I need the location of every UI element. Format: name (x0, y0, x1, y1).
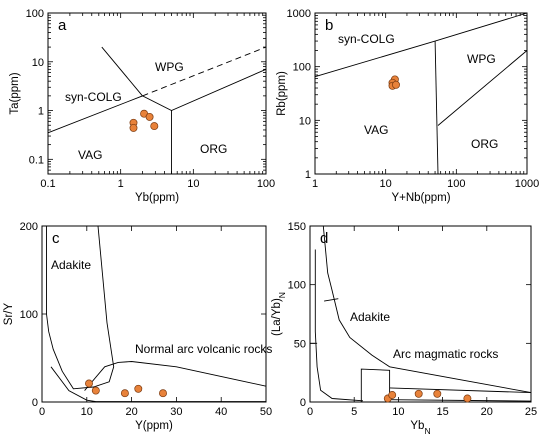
x-tick-label: 1 (118, 178, 124, 190)
adakite-leader (324, 298, 339, 302)
x-tick-label: 0.1 (40, 178, 55, 190)
sample-point (145, 112, 154, 121)
x-axis-title: Yb(ppm) (135, 192, 179, 204)
y-tick-label: 100 (293, 62, 311, 74)
x-tick-label: 100 (447, 178, 465, 190)
x-tick-label: 10 (380, 178, 392, 190)
sample-point (433, 389, 442, 398)
sample-point (120, 389, 129, 398)
sample-point (414, 389, 423, 398)
x-tick-label: 0 (39, 406, 45, 418)
x-tick-label: 10 (81, 406, 93, 418)
x-axis-title: Y(ppm) (135, 420, 173, 432)
y-tick-label: 0 (300, 397, 306, 409)
arc-lower (389, 399, 532, 402)
panel-c: 0 10 20 30 40 50 0 100 200 Y(ppm) Sr/Y c Adakite Norm… (3, 221, 272, 432)
panel-d: 0 5 10 15 20 25050100150YbN(La/Yb)NdAdakiteAr… (271, 221, 537, 436)
field-label-org: ORG (200, 142, 227, 156)
x-tick-label: 25 (525, 406, 537, 418)
x-tick-label: 50 (260, 406, 272, 418)
y-tick-label: 200 (20, 221, 38, 233)
y-tick-label: 100 (20, 309, 38, 321)
x-tick-label: 30 (170, 406, 182, 418)
field-label-wpg: WPG (155, 60, 184, 74)
y-tick-label: 1000 (287, 8, 311, 20)
y-tick-label: 10 (32, 57, 44, 69)
x-tick-label: 1 (312, 178, 318, 190)
field-label-arc-magmatic: Arc magmatic rocks (393, 347, 498, 361)
adakite-boundary (322, 225, 532, 394)
y-tick-label: 100 (26, 8, 44, 20)
sample-point (159, 389, 167, 398)
y-axis-title: Ta(ppm) (9, 72, 21, 114)
x-tick-label: 20 (125, 406, 137, 418)
field-boundary (101, 46, 143, 97)
y-tick-label: 50 (294, 338, 306, 350)
adakite-field (46, 225, 115, 390)
sample-point (463, 394, 472, 403)
arc-field-lower (50, 366, 266, 403)
sample-point (85, 379, 93, 388)
sample-point (392, 80, 400, 89)
field-label-normal-arc: Normal arc volcanic rocks (135, 342, 272, 356)
field-boundary (437, 50, 528, 126)
x-tick-label: 20 (481, 406, 493, 418)
y-tick-label: 0.1 (29, 154, 44, 166)
sample-point (150, 122, 159, 131)
plot-frame (309, 225, 532, 403)
sample-point (388, 391, 397, 399)
field-label-wpg: WPG (467, 52, 496, 66)
panel-b: 1 10 100 1000 1 10 100 1000 Y+Nb(ppm) Rb(ppm) bsyn… (276, 8, 539, 204)
sample-point (129, 123, 138, 132)
panel-a: 0.1 1 10 100 0.1 1 10 100 Yb(ppm) Ta(ppm) a WPG syn-… (9, 8, 275, 204)
y-tick-label: 1 (38, 106, 44, 118)
field-label-syn-colg: syn-COLG (338, 32, 395, 46)
y-tick-label: 100 (288, 280, 306, 292)
panel-letter: b (325, 17, 333, 34)
field-boundary (47, 68, 267, 134)
sample-point (91, 386, 100, 395)
y-tick-label: 0 (32, 397, 38, 409)
arc-field-upper (84, 361, 267, 391)
panel-letter: c (52, 230, 60, 247)
panel-letter: a (58, 17, 67, 34)
y-tick-label: 10 (299, 115, 311, 127)
x-tick-label: 0 (307, 406, 313, 418)
field-boundary (434, 41, 439, 175)
x-tick-label: 15 (436, 406, 448, 418)
x-axis-title: Y+Nb(ppm) (391, 192, 450, 204)
field-label-vag: VAG (364, 123, 388, 137)
plot-frame (314, 12, 528, 175)
arc-box (360, 368, 391, 402)
x-tick-label: 5 (351, 406, 357, 418)
x-axis-title: YbN (410, 420, 430, 436)
sample-point (134, 384, 143, 393)
x-tick-label: 40 (215, 406, 227, 418)
adakite-left (314, 249, 364, 402)
y-tick-label: 150 (288, 221, 306, 233)
field-label-org: ORG (471, 137, 498, 151)
plot-frame (41, 225, 267, 403)
field-boundary (142, 46, 267, 97)
y-axis-title: Rb(ppm) (276, 71, 288, 116)
x-tick-label: 100 (257, 178, 275, 190)
plot-frame (47, 12, 267, 175)
x-tick-label: 1000 (515, 178, 539, 190)
field-label-adakite: Adakite (350, 310, 390, 324)
x-tick-label: 10 (187, 178, 199, 190)
arc-upper (389, 387, 532, 394)
x-tick-label: 10 (392, 406, 404, 418)
field-label-vag: VAG (78, 148, 102, 162)
y-axis-title: (La/Yb)N (271, 292, 287, 336)
field-label-adakite: Adakite (51, 258, 91, 272)
field-label-syn-colg: syn-COLG (65, 90, 122, 104)
y-tick-label: 1 (305, 169, 311, 181)
y-axis-title: Sr/Y (3, 302, 15, 325)
